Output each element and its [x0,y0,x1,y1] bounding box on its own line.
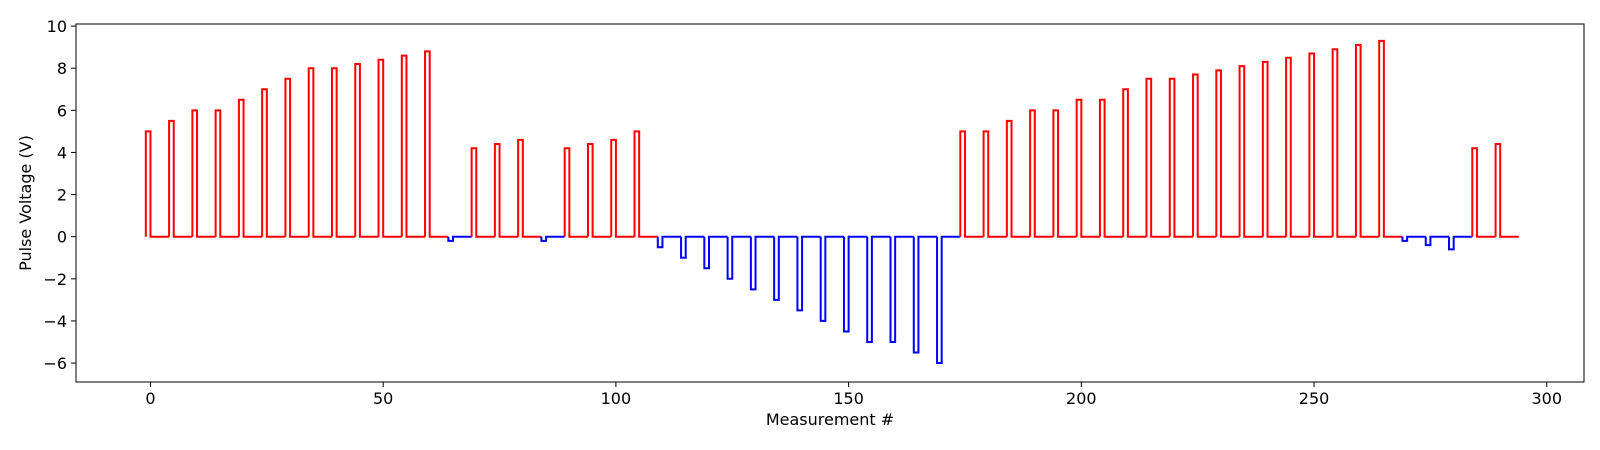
positive-pulse [237,98,263,238]
positive-pulse [400,54,426,238]
negative-pulse [912,235,938,354]
positive-pulse [1261,60,1287,238]
x-tick-label: 250 [1299,389,1330,408]
y-tick-label: −2 [43,270,67,289]
positive-pulse [191,109,216,238]
positive-pulse [284,77,309,238]
y-tick-label: 4 [57,143,67,162]
positive-pulse [586,143,612,238]
x-tick-label: 300 [1531,389,1562,408]
y-tick-label: 10 [47,17,67,36]
positive-pulse [1192,73,1217,238]
negative-pulse [819,235,844,322]
positive-pulse [982,130,1007,238]
negative-pulse [936,235,961,365]
negative-pulse [540,235,565,242]
negative-pulse [866,235,891,343]
positive-pulse [1075,98,1100,238]
positive-pulse [1494,143,1519,238]
x-axis: 0 50 100 150 200 250 300 [145,382,1562,408]
positive-pulse [1145,77,1170,238]
y-tick-label: 8 [57,59,67,78]
negative-pulse [1424,235,1450,247]
y-tick-label: 2 [57,186,67,205]
axes-frame [75,23,1585,383]
positive-pulse [517,138,542,238]
positive-pulse [214,109,239,238]
positive-pulse [1308,52,1333,238]
positive-pulse [633,130,658,238]
positive-pulse [959,130,984,238]
x-tick-label: 150 [833,389,864,408]
y-axis-label: Pulse Voltage (V) [16,135,35,271]
positive-pulse [1471,147,1496,238]
x-tick-label: 200 [1066,389,1097,408]
positive-pulse [1029,109,1054,238]
positive-pulse [1331,48,1356,238]
negative-pulse [1448,235,1473,251]
positive-pulse [1378,39,1403,238]
y-tick-label: 6 [57,101,67,120]
positive-pulse [330,67,356,238]
negative-pulse [749,235,775,291]
positive-pulse [493,143,519,238]
negative-pulse [796,235,821,312]
positive-pulse [470,147,495,238]
positive-pulse [1215,69,1240,238]
negative-pulse [726,235,751,280]
x-tick-label: 100 [601,389,632,408]
positive-pulse [168,119,193,238]
negative-pulse [842,235,868,333]
positive-pulse [1238,65,1263,238]
positive-pulse [1005,119,1031,238]
positive-pulse [261,88,286,238]
y-axis: −6 −4 −2 0 2 4 6 8 10 [43,17,76,373]
y-tick-label: −6 [43,354,67,373]
negative-pulse [656,235,682,249]
y-tick-label: −4 [43,312,67,331]
negative-pulse [447,235,472,242]
positive-pulse [1098,98,1124,238]
positive-pulse [144,130,170,238]
positive-pulse [1052,109,1077,238]
positive-pulse [1122,88,1147,238]
positive-pulse [354,63,379,238]
x-tick-label: 50 [373,389,393,408]
positive-pulse [563,147,588,238]
x-tick-label: 0 [145,389,155,408]
positive-pulse [377,58,402,238]
x-axis-label: Measurement # [766,410,894,429]
plot-area [144,39,1519,365]
y-tick-label: 0 [57,228,67,247]
positive-pulse [1354,44,1380,238]
negative-pulse [680,235,705,259]
negative-pulse [703,235,728,270]
positive-pulse [424,50,449,238]
positive-pulse [307,67,332,238]
positive-pulse [610,138,635,238]
negative-pulse [1401,235,1426,242]
positive-pulse [1168,77,1194,238]
negative-pulse [889,235,914,343]
negative-pulse [773,235,798,301]
positive-pulse [1285,56,1310,238]
